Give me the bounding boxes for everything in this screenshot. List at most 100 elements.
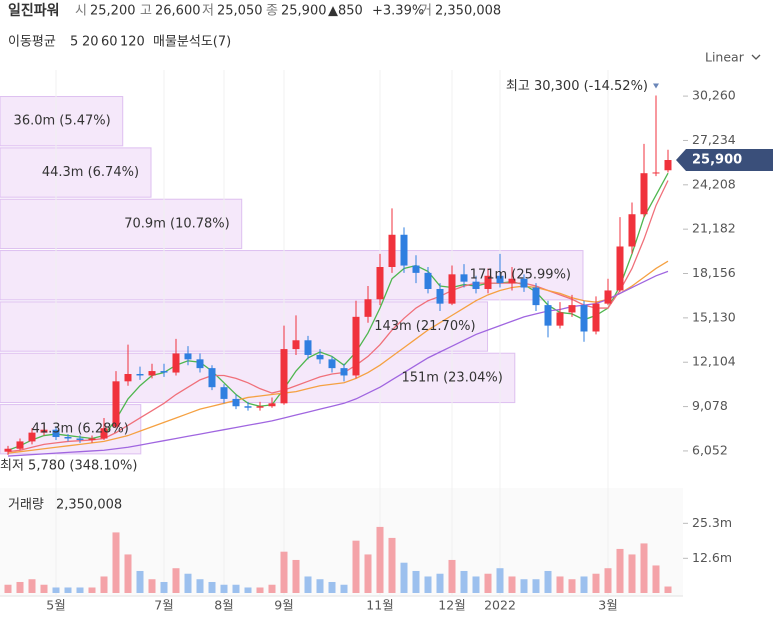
candle-body xyxy=(316,354,324,360)
volume-bar xyxy=(544,570,552,593)
candle-body xyxy=(280,349,288,404)
y-tick-label: 21,182 xyxy=(692,221,736,236)
legend-entry: 20 xyxy=(82,35,99,50)
legend-profile: 매물분석도(7) xyxy=(153,35,231,50)
candle-body xyxy=(124,373,132,382)
volume-profile-band xyxy=(0,352,516,404)
y-tick-label: 24,208 xyxy=(692,176,736,191)
header-value: 2,350,008 xyxy=(435,4,501,19)
volume-profile-band xyxy=(0,250,584,301)
candle-body xyxy=(28,432,36,442)
candle-body xyxy=(244,406,252,408)
volume-profile-label: 44.3m (6.74%) xyxy=(42,165,139,180)
legend-entry: 60 xyxy=(101,35,118,50)
volume-profile-label: 70.9m (10.78%) xyxy=(124,216,229,231)
candle-body xyxy=(4,448,12,452)
price-tag-label: 25,900 xyxy=(692,153,742,168)
x-tick-label: 11월 xyxy=(366,598,393,613)
candle-body xyxy=(580,305,588,332)
scale-selector[interactable]: Linear xyxy=(705,50,745,65)
candle-body xyxy=(556,312,564,326)
candle-body xyxy=(664,160,672,171)
candle-body xyxy=(604,290,612,304)
candle-body xyxy=(304,340,312,355)
header-change: ▲850 xyxy=(328,4,363,19)
volume-bar xyxy=(412,570,420,593)
legend-entry: 120 xyxy=(120,35,145,50)
header-value: 25,200 xyxy=(90,4,136,19)
y-tick-label: 27,234 xyxy=(692,132,736,147)
volume-bar xyxy=(196,579,204,593)
volume-bar xyxy=(508,576,516,593)
volume-bar xyxy=(652,565,660,593)
candle-body xyxy=(100,428,108,439)
volume-bar xyxy=(232,584,240,593)
volume-bar xyxy=(532,579,540,593)
volume-bar xyxy=(160,581,168,593)
candle-body xyxy=(448,274,456,304)
candle-body xyxy=(592,303,600,332)
candle-body xyxy=(508,278,516,284)
x-tick-label: 2022 xyxy=(484,598,516,613)
y-tick-label: 25.3m xyxy=(692,515,732,530)
y-tick-label: 18,156 xyxy=(692,265,736,280)
header-key: 고 xyxy=(140,4,152,19)
y-tick-label: 30,260 xyxy=(692,88,736,103)
volume-bar xyxy=(496,568,504,593)
y-tick-label: 12,104 xyxy=(692,354,736,369)
candle-body xyxy=(532,287,540,306)
volume-bar xyxy=(580,576,588,593)
volume-bar xyxy=(208,581,216,593)
candle-body xyxy=(520,278,528,288)
moving-average-line xyxy=(7,180,669,453)
y-tick-label: 12.6m xyxy=(692,550,732,565)
candle-body xyxy=(256,406,264,408)
header-key: 시 xyxy=(75,4,87,19)
volume-bar xyxy=(40,584,48,593)
volume-bar xyxy=(244,587,252,593)
volume-bar xyxy=(148,579,156,593)
x-tick-label: 5월 xyxy=(46,598,65,613)
volume-bar xyxy=(304,576,312,593)
volume-bar xyxy=(364,554,372,593)
candle-body xyxy=(136,373,144,376)
x-tick-label: 8월 xyxy=(214,598,233,613)
volume-bar xyxy=(28,579,36,593)
chevron xyxy=(751,54,761,60)
volume-bar xyxy=(616,548,624,593)
candle-body xyxy=(88,438,96,440)
candle-body xyxy=(160,371,168,373)
volume-bar xyxy=(88,587,96,593)
candle-body xyxy=(268,403,276,407)
candle-body xyxy=(340,368,348,376)
x-tick-label: 7월 xyxy=(154,598,173,613)
volume-profile-band xyxy=(0,96,124,147)
header-value: 26,600 xyxy=(155,4,201,19)
candle-body xyxy=(148,371,156,376)
header-key: 저 xyxy=(202,4,214,19)
volume-profile-band xyxy=(0,198,243,250)
volume-bar xyxy=(424,576,432,593)
candle-body xyxy=(388,234,396,268)
volume-profile-label: 41.3m (6.28%) xyxy=(32,422,129,437)
volume-bar xyxy=(184,573,192,593)
candle-body xyxy=(616,246,624,291)
volume-bar xyxy=(448,559,456,593)
candle-body xyxy=(424,272,432,289)
candle-body xyxy=(172,353,180,373)
volume-profile-label: 143m (21.70%) xyxy=(374,319,475,334)
volume-bar xyxy=(592,573,600,593)
volume-bar xyxy=(328,581,336,593)
candle-body xyxy=(64,437,72,439)
volume-profile-band xyxy=(0,147,152,198)
candle-body xyxy=(412,265,420,273)
candle-body xyxy=(184,353,192,360)
candle-body xyxy=(196,359,204,369)
x-tick-label: 3월 xyxy=(598,598,617,613)
volume-bar xyxy=(520,579,528,593)
volume-bar xyxy=(436,573,444,593)
volume-bar xyxy=(400,562,408,593)
volume-bar xyxy=(220,584,228,593)
